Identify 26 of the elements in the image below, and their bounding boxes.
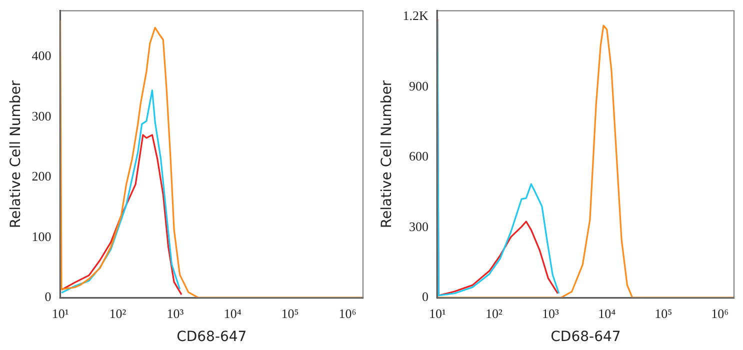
x-tick-label: 10⁶ bbox=[711, 306, 729, 321]
y-tick-label: 100 bbox=[32, 228, 52, 244]
x-tick-label: 10¹ bbox=[428, 306, 446, 321]
x-tick-label: 10⁴ bbox=[598, 306, 616, 321]
x-tick-label: 10⁶ bbox=[338, 306, 356, 321]
y-tick-label: 300 bbox=[32, 108, 52, 124]
y-tick-label: 0 bbox=[44, 289, 52, 304]
x-tick-label: 10⁵ bbox=[281, 306, 299, 321]
x-tick-label: 10² bbox=[485, 306, 502, 321]
y-tick-label: 1.2K bbox=[402, 8, 430, 24]
x-tick-label: 10⁴ bbox=[224, 306, 242, 321]
x-tick-label: 10⁵ bbox=[654, 306, 672, 321]
y-tick-label: 200 bbox=[32, 168, 52, 184]
x-axis-title: CD68-647 bbox=[176, 329, 247, 346]
x-tick-label: 10² bbox=[109, 306, 126, 321]
y-axis-title: Relative Cell Number bbox=[379, 80, 396, 228]
x-axis-title: CD68-647 bbox=[550, 329, 621, 346]
x-tick-label: 10³ bbox=[166, 306, 184, 321]
y-tick-label: 400 bbox=[32, 48, 52, 64]
y-axis-title: Relative Cell Number bbox=[8, 80, 24, 228]
y-tick-label: 600 bbox=[408, 148, 428, 164]
x-tick-label: 10³ bbox=[542, 306, 559, 321]
y-tick-label: 900 bbox=[408, 78, 428, 94]
x-tick-label: 10¹ bbox=[52, 306, 69, 321]
y-tick-label: 0 bbox=[422, 289, 428, 304]
y-tick-label: 300 bbox=[408, 218, 428, 234]
